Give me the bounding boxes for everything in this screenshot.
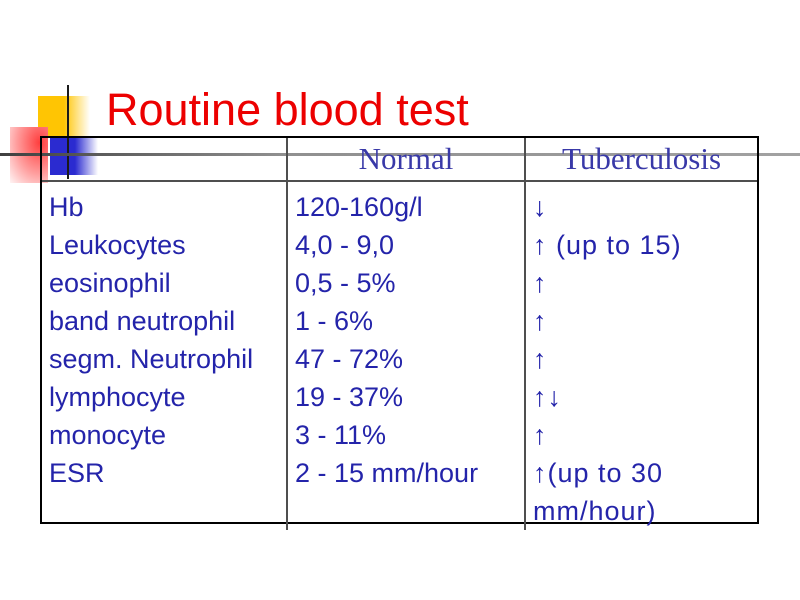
parameter-name: band neutrophil [49,306,236,336]
parameter-name: Leukocytes [49,230,186,260]
blood-test-table: Normal Tuberculosis Hb Leukocytes eosino… [40,136,759,530]
column-normal: 120-160g/l 4,0 - 9,0 0,5 - 5% 1 - 6% 47 … [286,182,524,530]
normal-value: 0,5 - 5% [295,268,396,298]
horizontal-line-decoration [0,153,800,156]
tuberculosis-value: ↑ [533,344,548,374]
tuberculosis-value: ↑↓ [533,382,562,412]
slide-title: Routine blood test [106,84,469,135]
normal-value: 1 - 6% [295,306,374,336]
tuberculosis-value: ↓ [533,192,548,222]
parameter-name: segm. Neutrophil [49,344,254,374]
parameter-name: Hb [49,192,84,222]
normal-value: 4,0 - 9,0 [295,230,395,260]
header-cell-normal: Normal [286,138,524,182]
parameter-name: ESR [49,458,105,488]
tuberculosis-value: ↑ (up to 15) [533,230,682,260]
normal-value: 3 - 11% [295,420,387,450]
normal-value: 19 - 37% [295,382,404,412]
header-cell-parameter [42,138,286,182]
tuberculosis-value: ↑ [533,268,548,298]
tuberculosis-value: ↑ [533,420,548,450]
parameter-name: eosinophil [49,268,171,298]
column-tuberculosis: ↓ ↑ (up to 15) ↑ ↑ ↑ ↑↓ ↑ ↑(up to 30 mm/… [524,182,757,530]
normal-value: 47 - 72% [295,344,404,374]
normal-value: 120-160g/l [295,192,423,222]
column-parameter: Hb Leukocytes eosinophil band neutrophil… [42,182,286,530]
tuberculosis-value: ↑(up to 30 mm/hour) [533,458,664,526]
normal-value: 2 - 15 mm/hour [295,458,479,488]
parameter-name: lymphocyte [49,382,186,412]
vertical-line-decoration [67,85,69,179]
header-cell-tuberculosis: Tuberculosis [524,138,757,182]
parameter-name: monocyte [49,420,167,450]
tuberculosis-value: ↑ [533,306,548,336]
